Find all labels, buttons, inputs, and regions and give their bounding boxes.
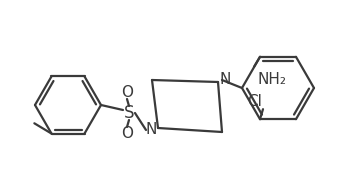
Text: O: O	[121, 84, 133, 100]
Text: N: N	[145, 122, 157, 138]
Text: N: N	[219, 72, 231, 86]
Text: O: O	[121, 126, 133, 142]
Text: S: S	[124, 104, 134, 122]
Text: NH₂: NH₂	[258, 72, 287, 87]
Text: Cl: Cl	[247, 94, 263, 109]
